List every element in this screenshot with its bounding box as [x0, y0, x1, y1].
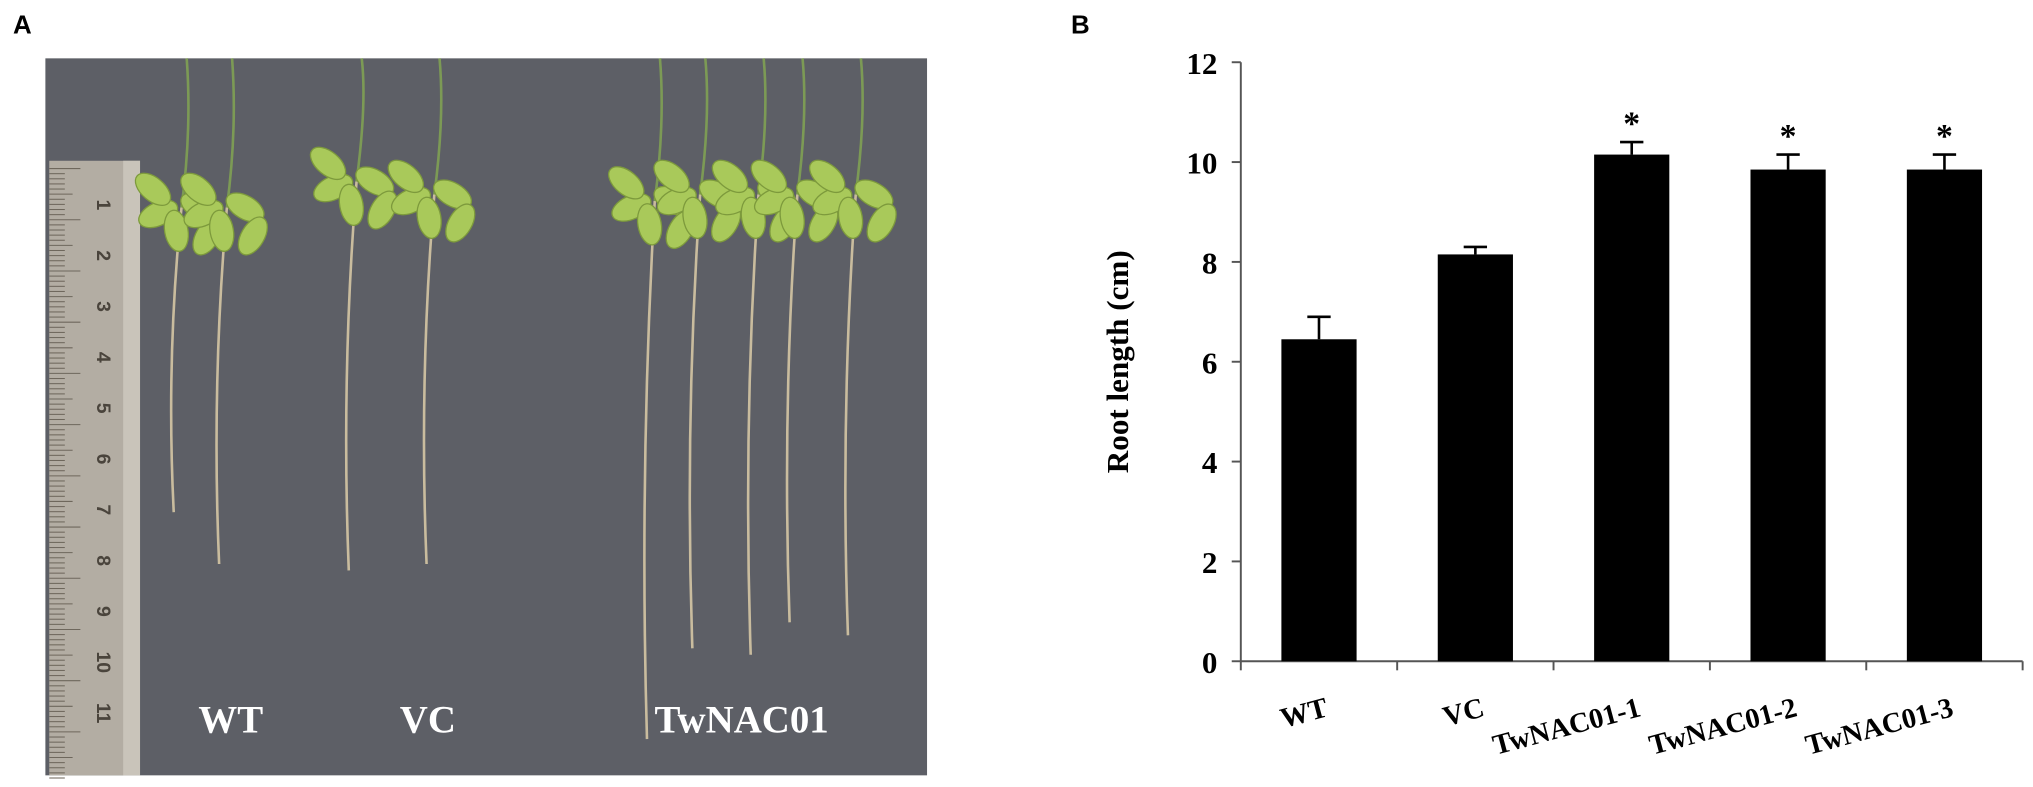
leaf: [711, 159, 749, 194]
leaf: [866, 203, 897, 243]
ruler-number: 7: [92, 504, 114, 515]
leaf: [367, 190, 398, 230]
significance-mark: *: [1936, 118, 1953, 155]
root: [688, 194, 702, 649]
x-tick-label: WT: [1277, 693, 1331, 735]
ruler-number: 11: [92, 703, 114, 724]
bar: [1906, 169, 1983, 662]
x-tick-label: TwNAC01-2: [1646, 693, 1800, 762]
y-axis-label: Root length (cm): [1100, 250, 1135, 473]
root: [844, 194, 858, 636]
ruler-number: 10: [92, 651, 114, 673]
stem: [854, 58, 864, 195]
y-tick-label: 0: [1202, 645, 1218, 680]
significance-mark: *: [1780, 118, 1797, 155]
ruler-number: 4: [92, 352, 114, 363]
ruler-number: 2: [92, 250, 114, 261]
stem: [653, 58, 663, 202]
stem: [796, 58, 806, 195]
leaf: [682, 196, 708, 240]
bar: [1594, 154, 1670, 662]
bar: [1437, 254, 1513, 662]
leaf: [750, 159, 788, 194]
leaf: [309, 146, 347, 181]
leaf: [209, 209, 235, 252]
photo-label: WT: [198, 699, 263, 742]
leaf: [237, 216, 268, 256]
leaf: [445, 203, 476, 243]
ruler-number: 1: [92, 199, 114, 210]
leaf: [779, 196, 805, 240]
ruler-number: 6: [92, 454, 114, 465]
y-tick-label: 4: [1202, 445, 1218, 480]
panel-label: B: [1071, 12, 1090, 40]
y-tick-label: 10: [1186, 146, 1217, 181]
leaf: [416, 196, 442, 240]
root: [422, 194, 436, 565]
significance-mark: *: [1623, 105, 1640, 142]
root: [746, 194, 760, 655]
root: [643, 200, 657, 740]
x-tick-label: TwNAC01-1: [1489, 693, 1643, 762]
leaf: [180, 172, 217, 206]
panel-label: A: [13, 12, 32, 40]
photo-label: VC: [400, 699, 456, 742]
x-tick-label: VC: [1440, 693, 1488, 734]
stem: [698, 58, 709, 195]
ruler-number: 5: [92, 403, 114, 414]
y-tick-label: 6: [1202, 345, 1218, 380]
photo-background: [45, 58, 928, 776]
ruler-number: 9: [92, 606, 114, 617]
leaf: [338, 183, 365, 227]
root: [344, 181, 358, 571]
root: [215, 207, 229, 565]
y-tick-label: 2: [1202, 545, 1218, 580]
stem: [433, 58, 443, 195]
stem: [225, 58, 236, 208]
ruler-number: 8: [92, 555, 114, 566]
leaf: [134, 172, 172, 206]
y-tick-label: 8: [1202, 246, 1218, 281]
y-tick-label: 12: [1186, 46, 1217, 81]
leaf: [387, 159, 425, 194]
leaf: [163, 209, 190, 252]
photo-label: TwNAC01: [655, 699, 829, 742]
leaf: [837, 196, 864, 240]
ruler-edge: [123, 160, 141, 776]
leaf: [653, 159, 690, 194]
root: [785, 194, 799, 623]
ruler-number: 3: [92, 301, 114, 312]
bar: [1750, 169, 1826, 662]
leaf: [608, 166, 645, 200]
bar: [1281, 339, 1357, 662]
stem: [355, 58, 365, 182]
leaf: [808, 159, 846, 194]
leaf: [636, 203, 663, 246]
x-tick-label: TwNAC01-3: [1802, 693, 1956, 762]
